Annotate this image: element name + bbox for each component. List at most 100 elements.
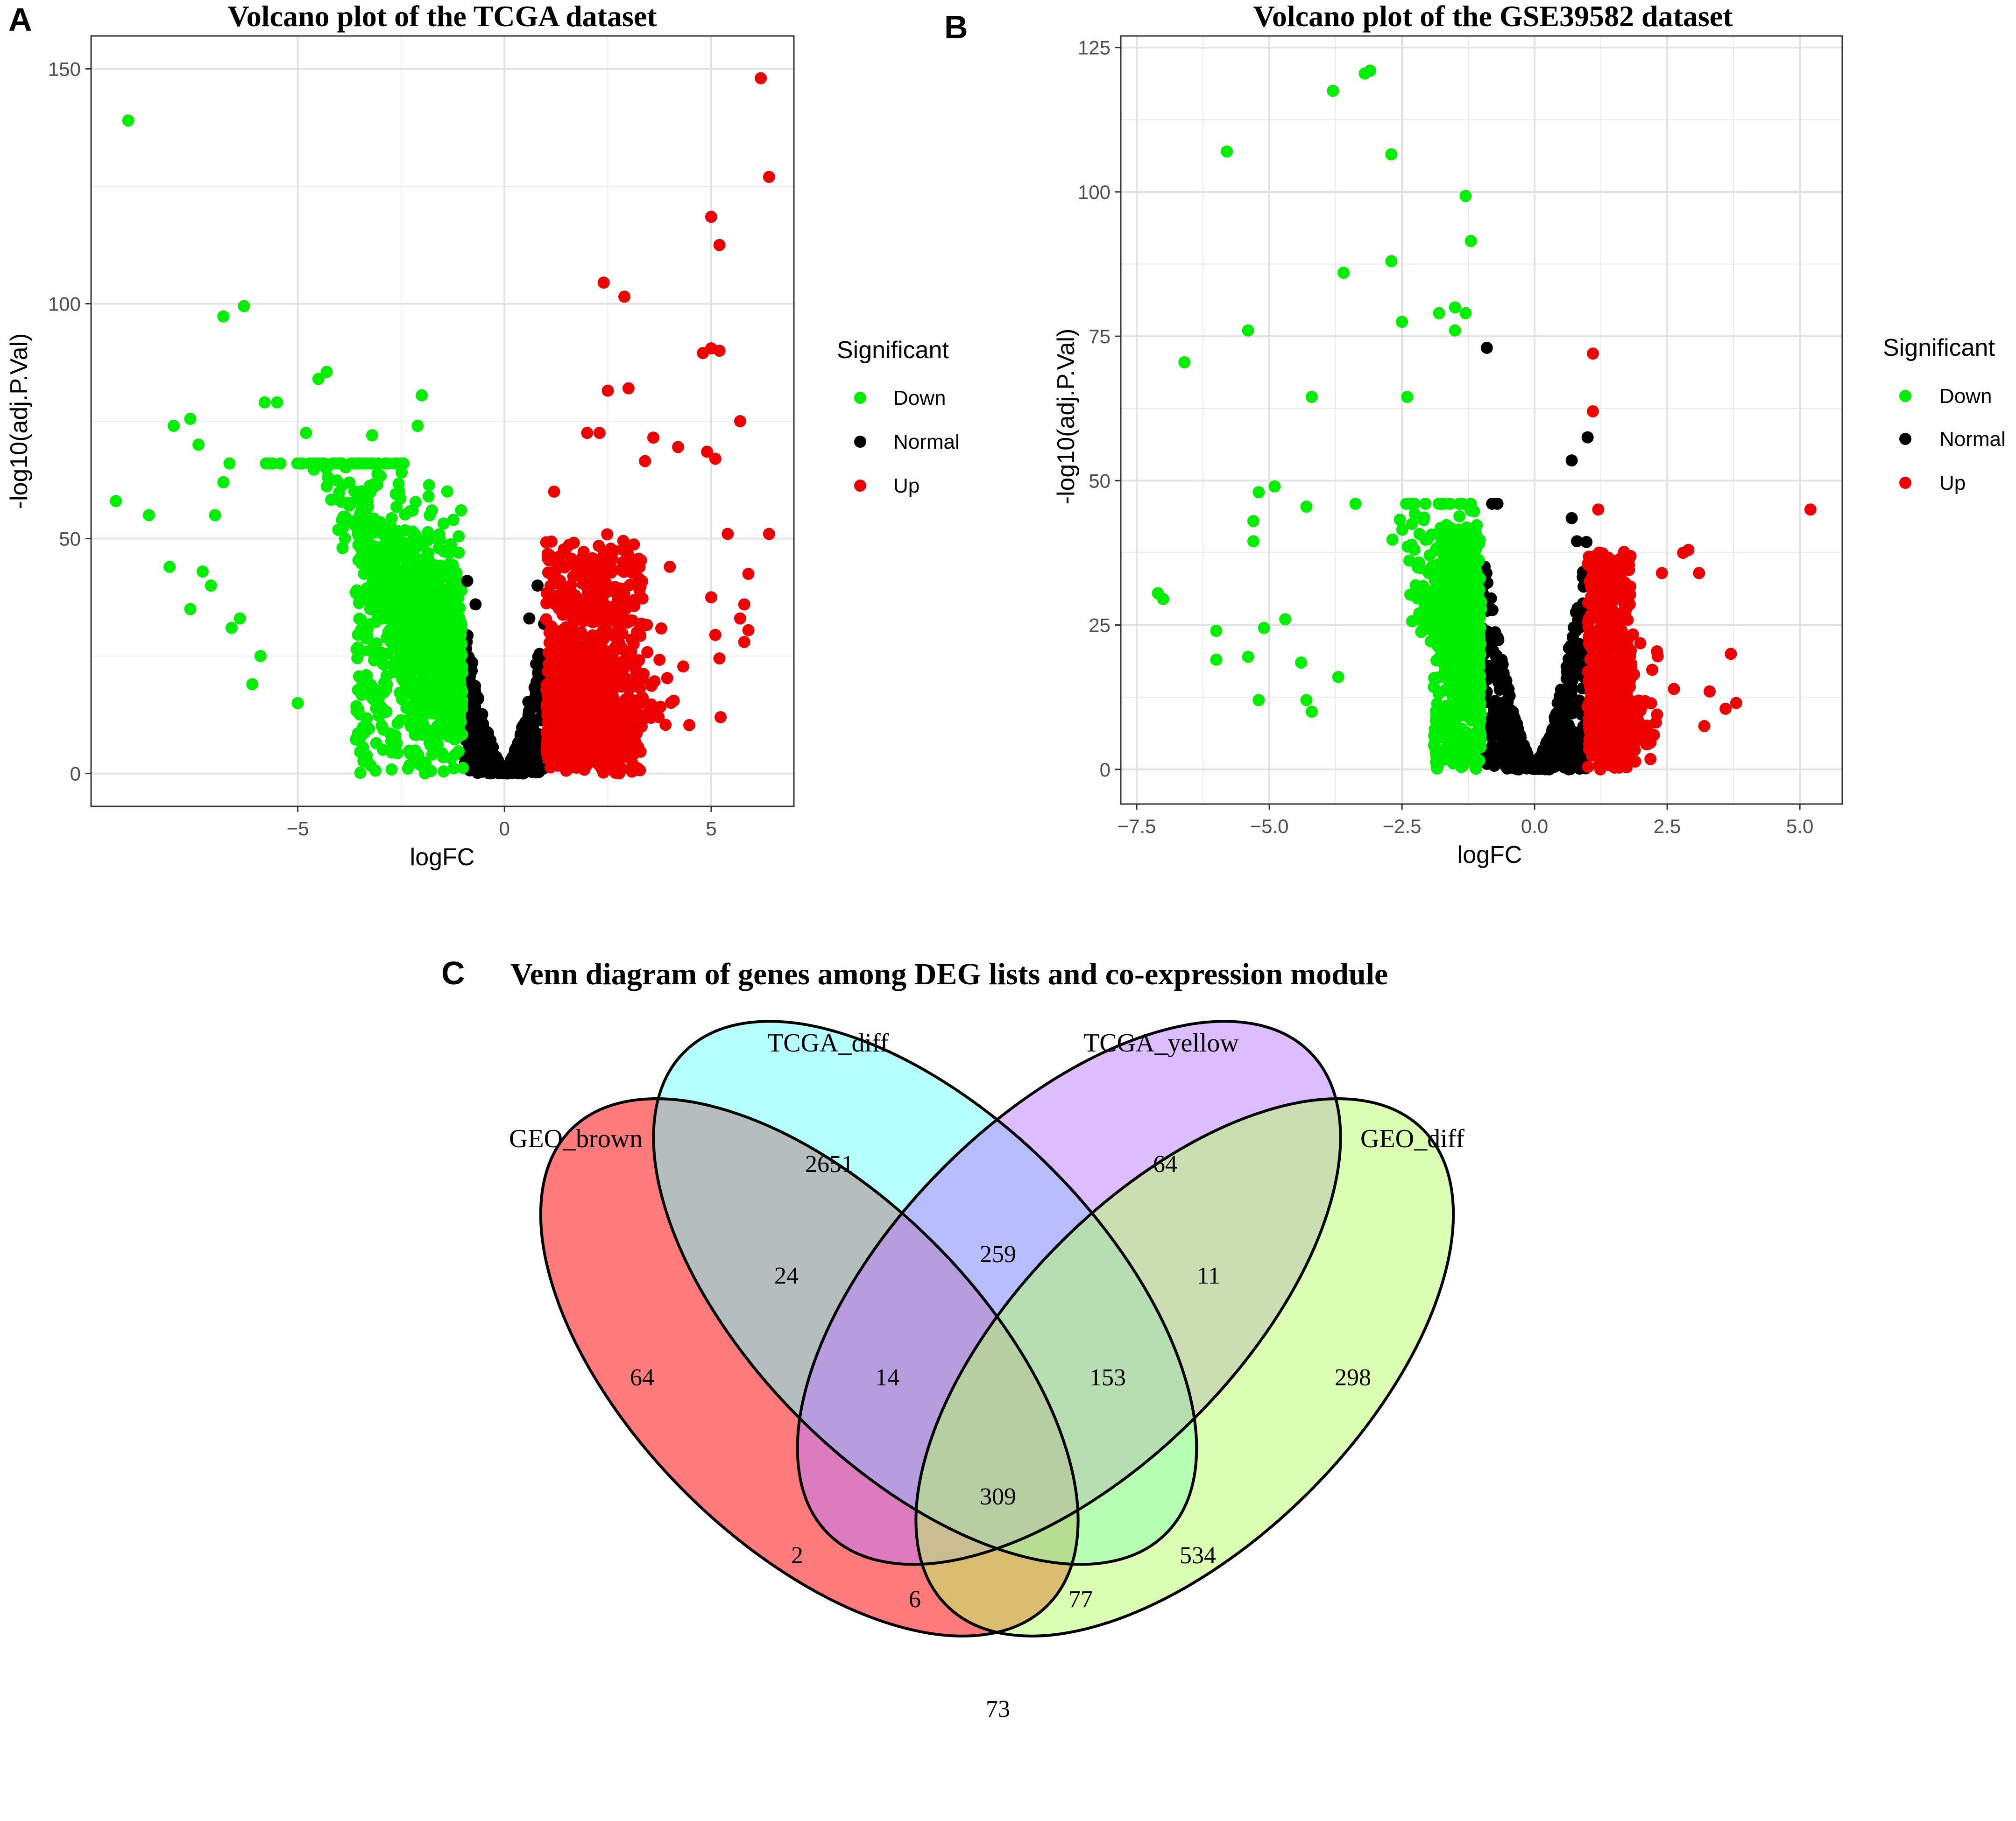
normal-gene-point [1560, 699, 1573, 712]
down-gene-point [1305, 391, 1318, 403]
down-gene-point [1415, 626, 1428, 638]
up-gene-point [555, 649, 567, 662]
up-gene-point [645, 712, 658, 724]
down-gene-point [351, 652, 364, 664]
count-geo-brown-tcga-diff: 24 [774, 1263, 799, 1289]
down-gene-point [300, 427, 312, 439]
up-gene-point [1698, 720, 1711, 733]
legend-key-down [854, 392, 866, 404]
venn-ellipses [539, 1020, 1455, 1637]
down-gene-point [1453, 497, 1466, 510]
normal-gene-point [461, 575, 474, 587]
up-gene-point [755, 72, 767, 85]
down-gene-point [1178, 356, 1191, 368]
count-tcga-yellow-only: 64 [1153, 1151, 1177, 1178]
down-gene-point [1412, 561, 1424, 574]
normal-gene-point [474, 717, 486, 729]
down-gene-point [1467, 634, 1480, 646]
down-gene-point [246, 678, 259, 691]
down-gene-point [1458, 565, 1471, 578]
down-gene-point [1446, 710, 1458, 722]
down-gene-point [1430, 574, 1443, 586]
count-tcga-diff-tcga-yellow: 259 [980, 1241, 1016, 1268]
up-gene-point [626, 655, 638, 668]
up-gene-point [603, 601, 616, 614]
down-gene-point [393, 485, 405, 498]
set-label-tcga-yellow: TCGA_yellow [1083, 1029, 1239, 1058]
down-gene-point [437, 646, 449, 659]
down-gene-point [1430, 654, 1443, 667]
panel-label-c: C [441, 955, 465, 991]
down-gene-point [416, 389, 428, 402]
normal-gene-point [1499, 695, 1512, 708]
up-gene-point [590, 706, 602, 719]
down-gene-point [1474, 734, 1487, 747]
up-gene-point [599, 613, 611, 626]
up-gene-point [713, 345, 726, 357]
count-geo-brown-tcga-yellow-geo-diff: 6 [909, 1586, 921, 1613]
down-gene-point [1455, 529, 1468, 541]
up-gene-point [589, 560, 602, 572]
normal-gene-point [1486, 604, 1499, 616]
up-gene-point [597, 643, 609, 656]
down-gene-point [258, 396, 271, 409]
down-gene-point [363, 480, 376, 492]
up-gene-point [616, 713, 629, 726]
down-gene-point [441, 692, 454, 705]
down-gene-point [407, 558, 420, 570]
down-gene-point [1459, 307, 1472, 319]
normal-gene-point [1542, 756, 1554, 769]
down-gene-point [1459, 190, 1472, 202]
up-gene-point [1597, 585, 1609, 598]
up-gene-point [1614, 703, 1627, 715]
down-gene-point [1474, 681, 1487, 694]
down-gene-point [291, 697, 304, 709]
up-gene-point [1587, 664, 1599, 677]
down-gene-point [455, 504, 467, 516]
count-geo-brown-tcga-diff-tcga-yellow: 14 [875, 1364, 899, 1391]
down-gene-point [163, 560, 176, 573]
down-gene-point [217, 476, 230, 488]
up-gene-point [1624, 649, 1636, 662]
up-gene-point [1583, 717, 1595, 730]
down-gene-point [372, 613, 384, 625]
down-gene-point [1464, 733, 1477, 746]
x-tick-label: 5.0 [1786, 815, 1813, 837]
y-axis-label: -log10(adj.P.Val) [1053, 329, 1080, 505]
down-gene-point [446, 559, 459, 572]
normal-gene-point [531, 579, 544, 592]
x-tick-label: 2.5 [1654, 815, 1681, 837]
up-gene-point [548, 485, 560, 498]
down-gene-point [368, 540, 380, 552]
x-tick-label: 0.0 [1521, 815, 1548, 837]
up-gene-point [633, 572, 645, 585]
up-gene-point [1640, 738, 1653, 750]
venn-diagram: C Venn diagram of genes among DEG lists … [441, 955, 1464, 1722]
down-gene-point [1385, 148, 1398, 161]
down-gene-point [413, 715, 426, 727]
down-gene-point [457, 762, 469, 774]
up-gene-point [1655, 567, 1668, 579]
up-gene-point [609, 767, 622, 779]
up-gene-point [738, 598, 750, 611]
down-gene-point [354, 767, 367, 779]
down-gene-point [1449, 586, 1462, 599]
legend: Significant Down Normal Up [837, 337, 960, 497]
up-gene-point [1585, 686, 1597, 699]
up-gene-point [1668, 683, 1680, 695]
down-gene-point [378, 587, 391, 600]
down-gene-point [424, 739, 437, 752]
down-gene-point [377, 602, 390, 614]
up-gene-point [709, 452, 722, 465]
down-gene-point [411, 420, 424, 432]
down-gene-point [1433, 307, 1445, 319]
normal-gene-point [1488, 704, 1500, 717]
down-gene-point [381, 648, 393, 660]
down-gene-point [1432, 640, 1444, 653]
normal-gene-point [1546, 747, 1559, 759]
down-gene-point [445, 730, 457, 742]
down-gene-point [413, 664, 426, 677]
down-gene-point [394, 686, 406, 699]
legend-label-up: Up [1939, 472, 1966, 494]
up-gene-point [540, 597, 553, 610]
